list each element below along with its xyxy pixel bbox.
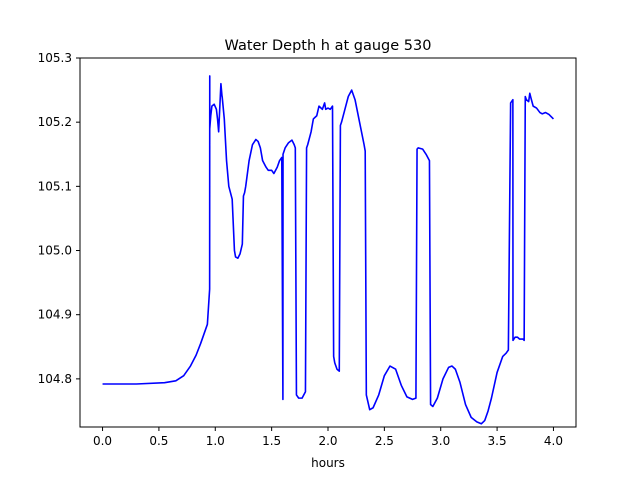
x-axis-label: hours bbox=[311, 456, 345, 470]
y-tick-label: 105.0 bbox=[38, 244, 72, 258]
x-tick-label: 3.5 bbox=[488, 434, 507, 448]
y-tick-label: 104.9 bbox=[38, 308, 72, 322]
y-tick-label: 104.8 bbox=[38, 372, 72, 386]
series-line-1 bbox=[102, 75, 555, 425]
x-tick-label: 1.5 bbox=[262, 434, 281, 448]
y-tick-label: 105.1 bbox=[38, 179, 72, 193]
x-tick-label: 1.0 bbox=[206, 434, 225, 448]
x-tick-label: 0.0 bbox=[93, 434, 112, 448]
y-axis: 104.8 104.9 105.0 105.1 105.2 105.3 bbox=[38, 51, 80, 386]
x-tick-label: 2.0 bbox=[318, 434, 337, 448]
y-tick-label: 105.2 bbox=[38, 115, 72, 129]
series-layer bbox=[102, 75, 555, 425]
x-tick-label: 3.0 bbox=[431, 434, 450, 448]
x-tick-label: 2.5 bbox=[375, 434, 394, 448]
chart-title: Water Depth h at gauge 530 bbox=[225, 38, 432, 54]
x-tick-label: 4.0 bbox=[544, 434, 563, 448]
y-tick-label: 105.3 bbox=[38, 51, 72, 65]
x-tick-label: 0.5 bbox=[149, 434, 168, 448]
x-axis: 0.0 0.5 1.0 1.5 2.0 2.5 3.0 3.5 4.0 bbox=[93, 427, 563, 448]
